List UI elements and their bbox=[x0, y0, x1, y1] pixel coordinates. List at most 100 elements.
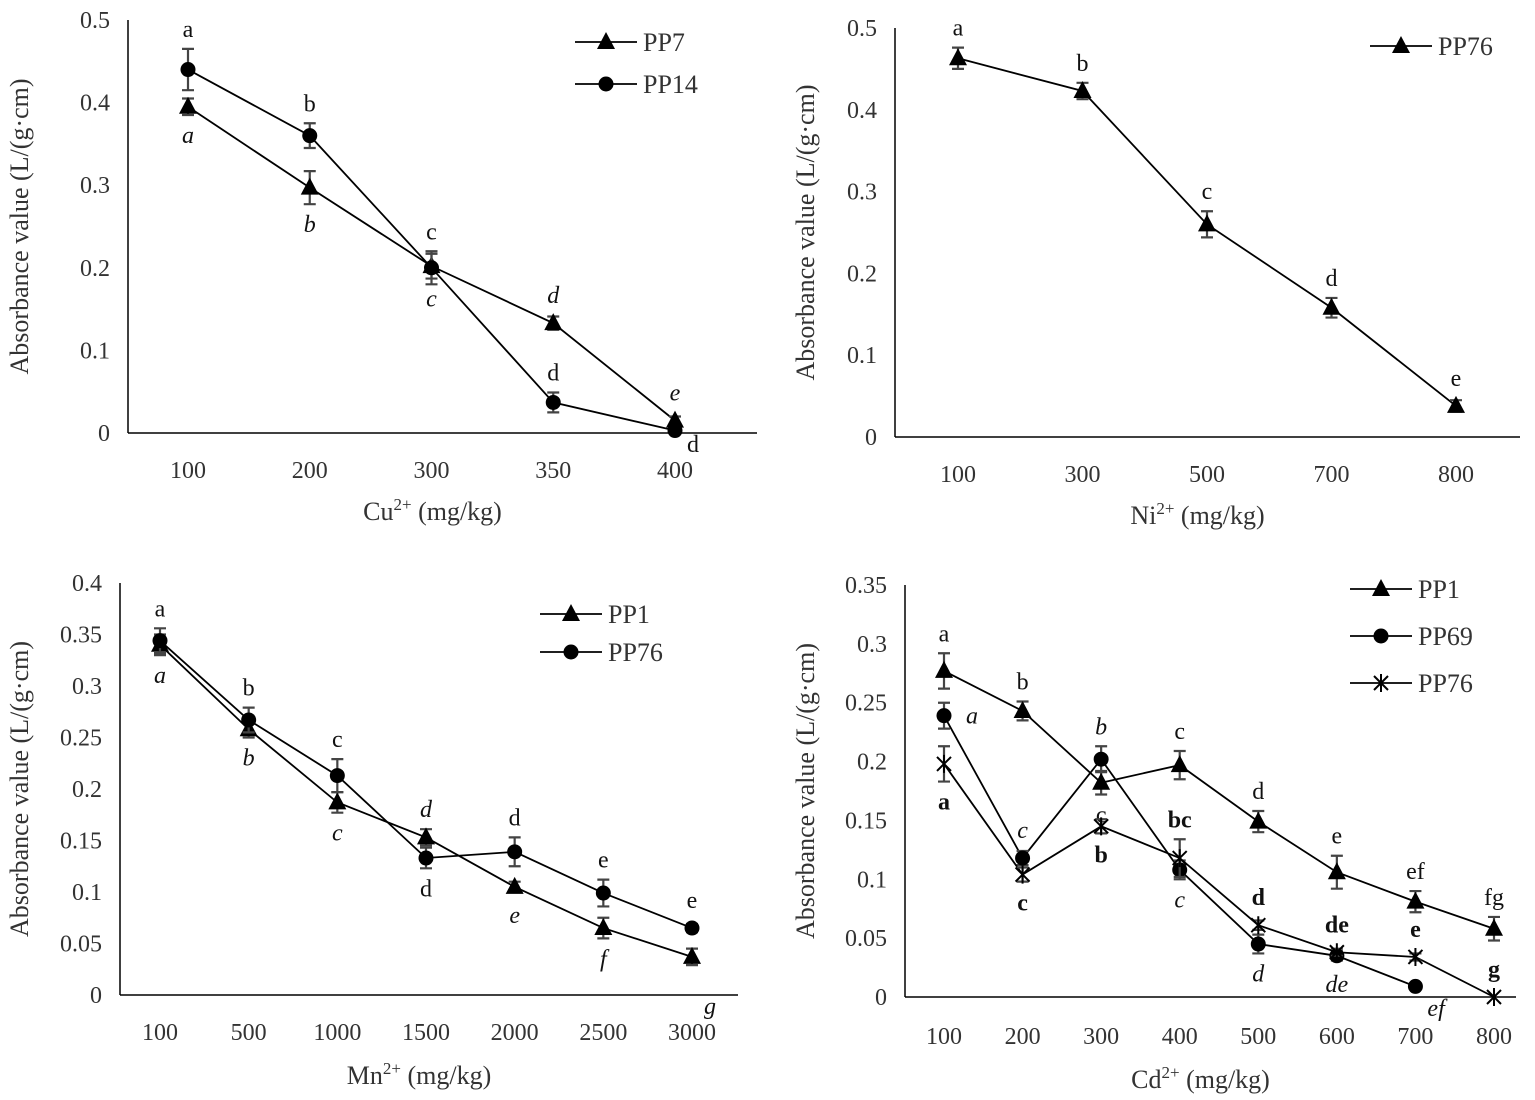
circle-marker bbox=[1015, 850, 1031, 866]
significance-letter: c bbox=[332, 727, 343, 753]
x-axis-unit: (mg/kg) bbox=[1180, 1065, 1270, 1094]
star-marker bbox=[1014, 865, 1031, 884]
significance-letter: c bbox=[1017, 891, 1028, 917]
triangle-marker bbox=[1249, 811, 1268, 829]
triangle-marker bbox=[1170, 755, 1189, 773]
significance-letter: d bbox=[547, 361, 559, 387]
x-tick-label: 3000 bbox=[668, 1020, 716, 1046]
triangle-marker bbox=[594, 918, 613, 936]
series-PP76: a b c d d e e bbox=[152, 596, 700, 936]
significance-letter: bc bbox=[1168, 807, 1192, 833]
significance-letter: a bbox=[154, 663, 166, 689]
x-axis-charge: 2+ bbox=[393, 495, 411, 514]
significance-letter: d bbox=[1252, 885, 1266, 911]
y-tick-label: 0 bbox=[875, 985, 887, 1011]
x-tick-label: 600 bbox=[1319, 1024, 1355, 1050]
significance-letter: a bbox=[183, 17, 194, 43]
y-tick-label: 0.4 bbox=[80, 91, 110, 117]
y-axis-title: Absorbance value (L/(g·cm) bbox=[5, 641, 34, 937]
series-line bbox=[187, 68, 676, 432]
y-tick-label: 0.35 bbox=[845, 573, 887, 599]
significance-letter: f bbox=[600, 946, 610, 972]
x-axis-title: Mn2+ (mg/kg) bbox=[347, 1059, 491, 1090]
y-tick-label: 0.2 bbox=[80, 256, 110, 282]
triangle-marker bbox=[1013, 700, 1032, 718]
y-tick-label: 0.4 bbox=[847, 98, 877, 124]
circle-marker bbox=[418, 850, 434, 866]
triangle-marker bbox=[328, 792, 347, 810]
significance-letter: g bbox=[704, 994, 716, 1020]
legend-item: PP76 bbox=[540, 638, 663, 667]
significance-letter: d bbox=[547, 283, 560, 309]
triangle-marker bbox=[1406, 891, 1425, 909]
circle-marker bbox=[180, 62, 196, 78]
significance-letter: b bbox=[243, 676, 255, 702]
significance-letter: c bbox=[1017, 818, 1028, 844]
series-PP1: a b c d e f g bbox=[151, 633, 716, 1020]
chart-cu: 0 0.1 0.2 0.3 0.4 0.5 100 200 300 350 400 Cu2+ (mg/… bbox=[5, 8, 757, 526]
triangle-marker bbox=[1092, 772, 1111, 790]
significance-letter: e bbox=[687, 888, 698, 914]
y-tick-label: 0.1 bbox=[857, 867, 887, 893]
x-axis-ion: Cu bbox=[363, 497, 393, 526]
x-tick-label: 1000 bbox=[313, 1020, 361, 1046]
circle-marker bbox=[152, 633, 168, 649]
y-axis-title: Absorbance value (L/(g·cm) bbox=[791, 85, 820, 381]
significance-letter: e bbox=[509, 903, 520, 929]
legend-item: PP14 bbox=[575, 70, 698, 99]
y-tick-label: 0.3 bbox=[857, 632, 887, 658]
significance-letter: b bbox=[1094, 842, 1107, 868]
y-tick-label: 0.3 bbox=[72, 674, 102, 700]
legend-label: PP7 bbox=[643, 28, 685, 57]
x-tick-label: 700 bbox=[1397, 1024, 1433, 1050]
chart-cd: 0 0.05 0.1 0.15 0.2 0.25 0.3 0.35 100 200 300 400 50… bbox=[791, 573, 1516, 1094]
legend-item: PP1 bbox=[1350, 575, 1460, 604]
y-tick-label: 0.25 bbox=[60, 726, 102, 752]
significance-letter: e bbox=[1410, 917, 1421, 943]
significance-letter: b bbox=[1095, 714, 1107, 740]
y-tick-label: 0.35 bbox=[60, 623, 102, 649]
y-tick-label: 0.5 bbox=[80, 8, 110, 34]
circle-marker bbox=[598, 76, 614, 92]
significance-letter: b bbox=[304, 212, 316, 238]
circle-marker bbox=[241, 712, 257, 728]
circle-marker bbox=[1407, 978, 1423, 994]
x-tick-label: 500 bbox=[231, 1020, 267, 1046]
significance-letter: e bbox=[1451, 366, 1462, 392]
x-axis-ion: Cd bbox=[1131, 1065, 1161, 1094]
significance-letter: b bbox=[243, 746, 255, 772]
star-marker bbox=[1093, 817, 1109, 836]
y-tick-label: 0.4 bbox=[72, 571, 102, 597]
chart-ni: 0 0.1 0.2 0.3 0.4 0.5 100 300 500 700 800 Ni2+ (mg/… bbox=[791, 16, 1520, 530]
x-tick-label: 300 bbox=[414, 458, 450, 484]
star-marker bbox=[1329, 943, 1345, 962]
x-tick-label: 350 bbox=[535, 458, 571, 484]
triangle-marker bbox=[949, 48, 967, 66]
x-axis-unit: (mg/kg) bbox=[401, 1061, 491, 1090]
triangle-marker bbox=[666, 410, 684, 428]
x-axis-unit: (mg/kg) bbox=[412, 497, 502, 526]
significance-letter: g bbox=[1488, 957, 1500, 983]
y-axis-title: Absorbance value (L/(g·cm) bbox=[5, 79, 34, 375]
circle-marker bbox=[545, 394, 561, 410]
significance-letter: a bbox=[939, 621, 950, 647]
x-axis-title: Cu2+ (mg/kg) bbox=[363, 495, 502, 526]
significance-letter: ef bbox=[1406, 859, 1425, 885]
legend-label: PP76 bbox=[1438, 32, 1493, 61]
circle-marker bbox=[329, 768, 345, 784]
x-axis-ion: Mn bbox=[347, 1061, 383, 1090]
significance-letter: d bbox=[687, 432, 699, 458]
x-axis-unit: (mg/kg) bbox=[1174, 501, 1264, 530]
x-tick-label: 500 bbox=[1189, 462, 1225, 488]
triangle-marker bbox=[1392, 36, 1410, 53]
significance-letter: e bbox=[1332, 824, 1343, 850]
y-tick-label: 0.05 bbox=[845, 926, 887, 952]
triangle-marker bbox=[1485, 918, 1503, 936]
legend-item: PP7 bbox=[575, 28, 685, 57]
x-tick-label: 700 bbox=[1314, 462, 1350, 488]
significance-letter: d bbox=[509, 805, 521, 831]
significance-letter: b bbox=[1017, 670, 1029, 696]
triangle-marker bbox=[597, 32, 615, 49]
